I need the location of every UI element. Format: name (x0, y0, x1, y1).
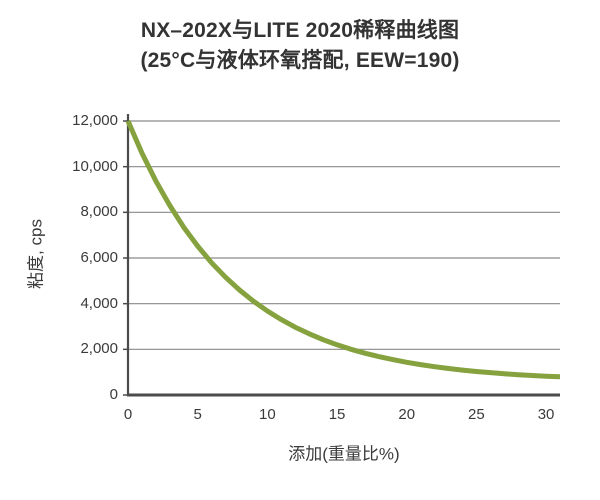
x-tick-label: 10 (259, 406, 276, 423)
y-tick-label: 4,000 (80, 294, 118, 312)
x-tick-label: 20 (398, 406, 416, 423)
x-tick-label: 30 (537, 406, 555, 423)
chart-title-line1: NX–202X与LITE 2020稀释曲线图 (140, 19, 460, 42)
y-tick-label: 2,000 (80, 340, 118, 358)
y-tick-label: 6,000 (80, 249, 118, 266)
x-axis-label: 添加(重量比%) (288, 444, 400, 464)
x-tick-label: 5 (193, 406, 202, 423)
y-tick-label: 8,000 (80, 203, 118, 221)
y-tick-label: 0 (109, 386, 118, 403)
y-axis-label: 粘度, cps (26, 219, 46, 289)
x-tick-label: 15 (328, 406, 346, 423)
chart-title: NX–202X与LITE 2020稀释曲线图 (25°C与液体环氧搭配, EEW… (0, 16, 600, 76)
chart-title-line2: (25°C与液体环氧搭配, EEW=190) (140, 49, 460, 72)
dilution-curve (125, 120, 561, 380)
x-tick-label: 0 (123, 406, 133, 423)
x-tick-label: 25 (468, 406, 485, 423)
y-tick-label: 10,000 (72, 157, 118, 175)
y-tick-label: 12,000 (72, 112, 118, 129)
